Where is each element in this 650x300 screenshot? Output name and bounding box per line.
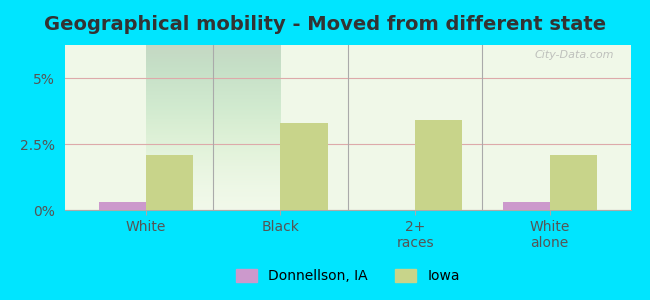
- Legend: Donnellson, IA, Iowa: Donnellson, IA, Iowa: [230, 264, 465, 289]
- Bar: [99, 202, 146, 210]
- Bar: [415, 120, 462, 210]
- Bar: [280, 123, 328, 210]
- Bar: [146, 154, 193, 210]
- Text: Geographical mobility - Moved from different state: Geographical mobility - Moved from diffe…: [44, 15, 606, 34]
- Bar: [502, 202, 550, 210]
- Text: City-Data.com: City-Data.com: [534, 50, 614, 60]
- Bar: [550, 154, 597, 210]
